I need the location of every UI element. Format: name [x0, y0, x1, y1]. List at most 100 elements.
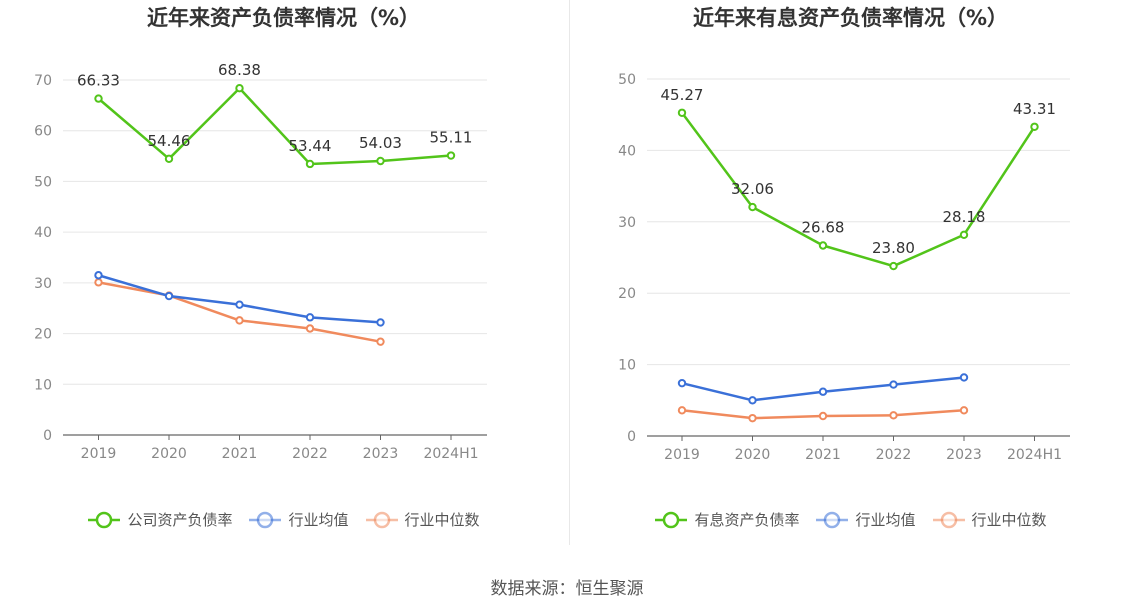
data-label: 43.31 [1013, 100, 1056, 118]
y-tick-label: 20 [34, 327, 52, 343]
legend-marker-icon [655, 511, 688, 528]
data-point [376, 318, 385, 327]
legend-marker-icon [249, 511, 282, 528]
chart-title: 近年来资产负债率情况（%） [146, 6, 421, 30]
y-tick-label: 30 [618, 215, 636, 231]
data-point [748, 413, 757, 423]
y-tick-label: 40 [618, 143, 636, 159]
data-point [376, 337, 385, 346]
y-tick-label: 10 [618, 358, 636, 374]
asset-liability-chart: 0 10 20 30 40 50 60 70 2019 2020 2021 2022 2023 2024H… [34, 61, 487, 462]
y-tick-label: 50 [618, 72, 636, 88]
x-tick-label: 2023 [363, 446, 399, 462]
data-point [959, 373, 969, 382]
data-point [818, 241, 828, 250]
data-point [889, 380, 898, 389]
legend-label: 行业中位数 [971, 511, 1047, 529]
data-point [748, 202, 757, 212]
y-tick-label: 60 [34, 124, 52, 140]
data-point [748, 396, 757, 405]
x-tick-label: 2022 [292, 446, 328, 462]
x-tick-label: 2022 [876, 447, 912, 463]
data-label: 68.38 [218, 61, 261, 79]
series-line [680, 112, 1036, 268]
data-point [677, 406, 687, 415]
data-point [889, 261, 898, 271]
data-point [889, 411, 898, 420]
legend-label: 有息资产负债率 [694, 511, 800, 529]
y-tick-label: 0 [43, 428, 52, 444]
data-point [164, 154, 174, 164]
data-label: 66.33 [77, 72, 120, 90]
legend-item[interactable]: 行业均值 [248, 509, 349, 530]
legend-label: 公司资产负债率 [127, 511, 233, 529]
asset-liability-chart-panel: 近年来资产负债率情况（%） 0 10 20 30 40 50 60 70 2019 2020 202… [0, 0, 567, 560]
data-label: 54.46 [148, 132, 191, 150]
legend-label: 行业中位数 [404, 511, 480, 529]
data-label: 45.27 [661, 86, 704, 104]
data-source-note: 数据来源：恒生聚源 [490, 579, 644, 599]
data-point [235, 316, 244, 325]
chart-title: 近年来有息资产负债率情况（%） [692, 6, 1009, 30]
data-label: 55.11 [430, 129, 473, 147]
series-line [98, 281, 381, 343]
x-tick-label: 2024H1 [423, 446, 478, 462]
data-point [235, 84, 244, 93]
interest-bearing-liability-chart: 0 10 20 30 40 50 2019 2020 2021 2022 2023 2024H1 45.… [618, 72, 1070, 463]
data-point [959, 406, 969, 415]
data-label: 23.80 [872, 239, 915, 257]
legend-label: 行业均值 [855, 511, 916, 529]
chart-legend: 公司资产负债率 行业均值 行业中位数 [0, 509, 567, 530]
data-point [94, 278, 103, 287]
data-point [677, 108, 687, 117]
x-tick-label: 2023 [946, 447, 982, 463]
data-label: 28.18 [943, 208, 986, 226]
data-point [376, 156, 385, 166]
data-label: 54.03 [359, 134, 402, 152]
data-point [235, 300, 244, 309]
legend-item[interactable]: 公司资产负债率 [87, 509, 232, 530]
y-tick-label: 20 [618, 286, 636, 302]
data-label: 53.44 [289, 137, 332, 155]
data-point [959, 230, 969, 239]
chart-legend: 有息资产负债率 行业均值 行业中位数 [567, 509, 1134, 530]
x-tick-label: 2020 [735, 447, 771, 463]
data-point [446, 151, 456, 160]
legend-item[interactable]: 有息资产负债率 [654, 509, 799, 530]
x-tick-label: 2019 [664, 447, 700, 463]
y-tick-label: 0 [627, 429, 636, 445]
data-point [818, 387, 828, 396]
y-tick-label: 40 [34, 225, 52, 241]
data-point [818, 411, 828, 421]
legend-marker-icon [365, 511, 398, 528]
y-tick-label: 50 [34, 174, 52, 190]
legend-item[interactable]: 行业均值 [815, 509, 916, 530]
legend-marker-icon [932, 511, 965, 528]
x-tick-label: 2021 [805, 447, 841, 463]
legend-marker-icon [816, 511, 849, 528]
interest-bearing-liability-chart-panel: 近年来有息资产负债率情况（%） 0 10 20 30 40 50 2019 2020 2021 2… [567, 0, 1134, 560]
data-point [305, 324, 315, 333]
y-tick-label: 30 [34, 276, 52, 292]
data-point [305, 313, 315, 322]
y-tick-label: 70 [34, 73, 52, 89]
x-tick-label: 2021 [222, 446, 258, 462]
data-point [94, 271, 103, 280]
x-tick-label: 2024H1 [1007, 447, 1062, 463]
y-tick-label: 10 [34, 377, 52, 393]
x-tick-label: 2020 [151, 446, 187, 462]
legend-marker-icon [88, 511, 121, 528]
data-point [94, 94, 103, 103]
legend-item[interactable]: 行业中位数 [932, 509, 1047, 530]
series-line [98, 274, 381, 324]
data-label: 32.06 [731, 180, 774, 198]
series-line [97, 86, 452, 166]
legend-label: 行业均值 [288, 511, 349, 529]
data-point [305, 159, 315, 169]
panel-divider [569, 0, 570, 545]
x-tick-label: 2019 [81, 446, 117, 462]
legend-item[interactable]: 行业中位数 [365, 509, 480, 530]
data-point [1030, 122, 1039, 131]
data-point [677, 378, 687, 388]
data-label: 26.68 [802, 219, 845, 237]
